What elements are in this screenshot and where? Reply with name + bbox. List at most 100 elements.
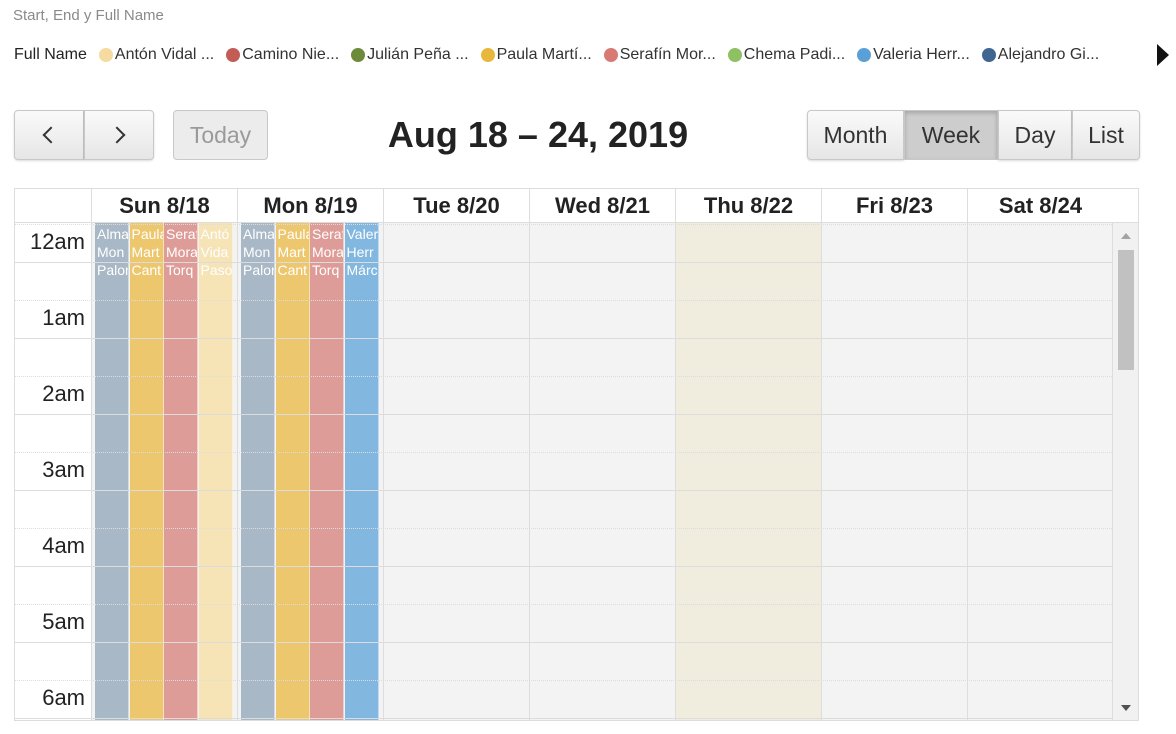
time-gutter: 12am 1am 2am 3am 4am 5am 6am bbox=[15, 223, 91, 720]
hour-gridline bbox=[15, 642, 1112, 643]
day-header: Tue 8/20 bbox=[383, 189, 529, 223]
time-label: 4am bbox=[42, 533, 85, 558]
scroll-down-arrow-icon[interactable] bbox=[1121, 705, 1131, 711]
time-label: 2am bbox=[42, 381, 85, 406]
calendar-event[interactable]: Alma Mon Palor bbox=[95, 223, 129, 720]
half-hour-gridline bbox=[15, 680, 1112, 681]
day-header: Mon 8/19 bbox=[237, 189, 383, 223]
half-hour-gridline bbox=[15, 376, 1112, 377]
event-text: Palor bbox=[97, 262, 129, 278]
event-text: Mora bbox=[166, 244, 198, 260]
event-text: Paula bbox=[131, 226, 163, 242]
legend-item-label: Antón Vidal ... bbox=[114, 46, 215, 63]
legend-color-swatch bbox=[981, 48, 996, 62]
day-header: Sat 8/24 bbox=[967, 189, 1113, 223]
legend-item[interactable]: Camino Nie... bbox=[226, 46, 339, 64]
day-view-button[interactable]: Day bbox=[998, 110, 1072, 160]
day-column[interactable] bbox=[967, 223, 1113, 720]
hour-gridline bbox=[15, 414, 1112, 415]
calendar-event[interactable]: Alma Mon Palor bbox=[241, 223, 275, 720]
list-view-button[interactable]: List bbox=[1072, 110, 1140, 160]
calendar-event[interactable]: Antó Vida Paso bbox=[198, 223, 233, 720]
calendar-event[interactable]: Seraf Mora Torq bbox=[164, 223, 198, 720]
event-text: Paula bbox=[277, 226, 309, 242]
calendar-event[interactable]: Seraf Mora Torq bbox=[310, 223, 344, 720]
hour-gridline bbox=[15, 338, 1112, 339]
legend-color-swatch bbox=[351, 48, 366, 62]
legend-color-swatch bbox=[727, 48, 742, 62]
prev-week-button[interactable] bbox=[14, 110, 84, 160]
day-header-row: Sun 8/18 Mon 8/19 Tue 8/20 Wed 8/21 Thu 8/22… bbox=[15, 189, 1138, 223]
half-hour-gridline bbox=[15, 224, 1112, 225]
time-label: 5am bbox=[42, 609, 85, 634]
half-hour-gridline bbox=[15, 604, 1112, 605]
event-text: Vida bbox=[200, 244, 229, 260]
event-text: Torq bbox=[312, 262, 340, 278]
event-text: Torq bbox=[166, 262, 194, 278]
legend-item[interactable]: Antón Vidal ... bbox=[98, 46, 215, 64]
calendar-event[interactable]: Valer Herr Márc bbox=[344, 223, 379, 720]
legend-title: Full Name bbox=[14, 46, 87, 63]
event-text: Seraf bbox=[166, 226, 198, 242]
calendar-event[interactable]: Paula Mart Cant bbox=[129, 223, 164, 720]
day-header: Fri 8/23 bbox=[821, 189, 967, 223]
event-text: Alma bbox=[97, 226, 129, 242]
week-view-button[interactable]: Week bbox=[904, 110, 998, 160]
next-week-button[interactable] bbox=[84, 110, 154, 160]
day-header: Sun 8/18 bbox=[91, 189, 237, 223]
legend-item[interactable]: Chema Padi... bbox=[727, 46, 846, 64]
event-text: Seraf bbox=[312, 226, 344, 242]
event-text: Mart bbox=[131, 244, 160, 260]
day-column[interactable] bbox=[675, 223, 821, 720]
time-label: 1am bbox=[42, 305, 85, 330]
chevron-right-icon bbox=[108, 126, 126, 144]
legend-next-arrow-icon[interactable] bbox=[1157, 44, 1169, 66]
legend-color-swatch bbox=[480, 48, 495, 62]
legend-item-label: Chema Padi... bbox=[743, 46, 846, 63]
legend-item[interactable]: Julián Peña ... bbox=[351, 46, 469, 64]
event-text: Cant bbox=[277, 262, 308, 278]
event-text: Paso bbox=[200, 262, 233, 278]
hour-gridline bbox=[15, 490, 1112, 491]
week-calendar: Sun 8/18 Mon 8/19 Tue 8/20 Wed 8/21 Thu 8/22… bbox=[14, 188, 1139, 721]
vertical-scrollbar[interactable] bbox=[1112, 223, 1138, 720]
legend-item[interactable]: Paula Martí... bbox=[480, 46, 592, 64]
half-hour-gridline bbox=[15, 300, 1112, 301]
time-label: 3am bbox=[42, 457, 85, 482]
chart-subtitle: Start, End y Full Name bbox=[13, 7, 164, 24]
time-label: 12am bbox=[29, 229, 85, 254]
legend-item[interactable]: Serafín Mor... bbox=[603, 46, 716, 64]
month-view-button[interactable]: Month bbox=[807, 110, 904, 160]
legend-color-swatch bbox=[98, 48, 113, 62]
day-column[interactable]: AlmaMonPalorPaulaMartCantSerafMoraTorqAn… bbox=[91, 223, 237, 720]
legend-item-label: Camino Nie... bbox=[242, 46, 340, 63]
hour-gridline bbox=[15, 718, 1112, 719]
calendar-event[interactable]: Paula Mart Cant bbox=[275, 223, 310, 720]
event-text: Herr bbox=[346, 244, 374, 260]
legend-item-label: Paula Martí... bbox=[496, 46, 592, 63]
scroll-up-arrow-icon[interactable] bbox=[1121, 233, 1131, 239]
event-text: Alma bbox=[243, 226, 275, 242]
event-text: Valer bbox=[346, 226, 379, 242]
hour-gridline bbox=[15, 566, 1112, 567]
chevron-left-icon bbox=[42, 126, 60, 144]
legend-color-swatch bbox=[603, 48, 618, 62]
half-hour-gridline bbox=[15, 452, 1112, 453]
today-button[interactable]: Today bbox=[173, 110, 268, 160]
legend-item[interactable]: Alejandro Gi... bbox=[981, 46, 1099, 64]
day-column[interactable]: AlmaMonPalorPaula Mart CantSerafMoraTorqVa… bbox=[237, 223, 383, 720]
day-header: Thu 8/22 bbox=[675, 189, 821, 223]
legend-item-label: Serafín Mor... bbox=[619, 46, 716, 63]
event-text: Antó bbox=[200, 226, 230, 242]
day-column[interactable] bbox=[383, 223, 529, 720]
legend-item-label: Valeria Herr... bbox=[873, 46, 970, 63]
day-header: Wed 8/21 bbox=[529, 189, 675, 223]
event-text: Mart bbox=[277, 244, 306, 260]
day-column[interactable] bbox=[529, 223, 675, 720]
time-label: 6am bbox=[42, 685, 85, 710]
day-column[interactable] bbox=[821, 223, 967, 720]
scroll-thumb[interactable] bbox=[1118, 250, 1134, 370]
legend-color-swatch bbox=[857, 48, 872, 62]
legend-item[interactable]: Valeria Herr... bbox=[857, 46, 970, 64]
